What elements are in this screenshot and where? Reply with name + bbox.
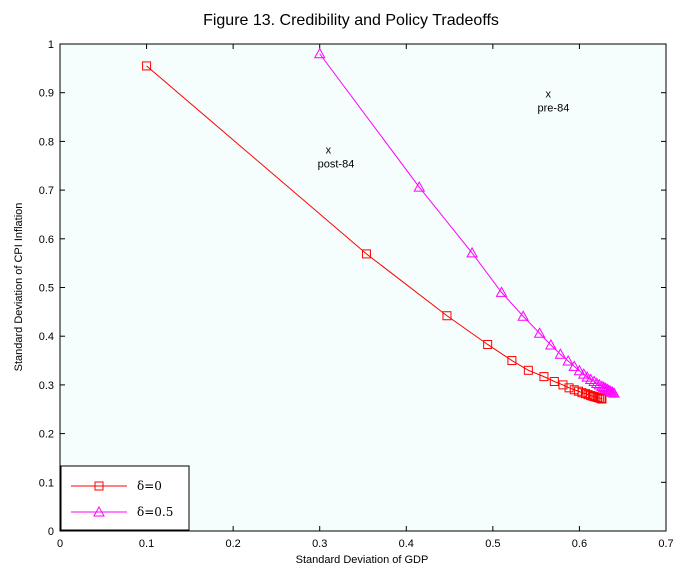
x-tick-label: 0.6 [572,538,587,550]
data-point-square [549,376,559,386]
data-point-triangle [545,338,557,350]
y-tick-label: 0.9 [39,88,54,100]
x-tick-label: 0.1 [139,538,154,550]
data-point-triangle [413,181,426,192]
data-point-triangle [593,378,606,390]
y-tick-label: 0.8 [39,136,54,148]
annotation-label: post-84 [318,158,355,170]
y-tick-label: 0 [48,526,54,538]
x-tick-label: 0.2 [225,538,240,550]
data-point-triangle [466,246,478,258]
x-tick-label: 0.4 [399,538,414,550]
legend-marker [93,505,105,517]
legend-box [60,465,190,531]
data-point-square [523,365,533,375]
data-point-square [442,311,452,321]
annotation-label: pre-84 [538,102,570,114]
y-tick-label: 0.1 [39,477,54,489]
y-axis-label: Standard Deviation of CPI Inflation [13,203,25,372]
x-tick-label: 0.3 [312,538,327,550]
legend-label: δ=0 [137,479,162,493]
data-point-square [558,380,568,390]
data-point-triangle [554,348,567,359]
data-point-square [577,388,587,398]
legend-item: δ=0 [71,479,162,493]
data-point-triangle [573,364,586,376]
data-point-square [574,386,584,396]
data-point-triangle [608,387,620,398]
data-point-square [597,394,607,404]
data-point-triangle [590,377,603,388]
data-point-triangle [606,386,619,397]
data-point-triangle [313,47,326,59]
x-tick-label: 0.5 [485,538,500,550]
legend-label: δ=0.5 [137,505,173,519]
y-tick-label: 0.3 [39,380,54,392]
y-axis-ticks: 0 0.1 0.2 0.3 0.4 0.5 0.6 0.7 0.8 0.9 1 [39,39,666,538]
data-point-square [142,61,152,71]
annotation-marker: x [546,88,552,100]
data-point-triangle [568,360,581,371]
y-tick-label: 0.2 [39,429,54,441]
data-point-square [564,383,574,393]
y-tick-label: 0.7 [39,185,54,197]
x-axis-label: Standard Deviation of GDP [296,554,429,566]
x-tick-label: 0 [57,538,63,550]
series-group [142,47,620,404]
data-point-square [361,249,371,259]
data-point-square [580,389,590,399]
y-tick-label: 0.4 [39,331,54,343]
chart-title: Figure 13. Credibility and Policy Tradeo… [203,12,499,29]
data-point-square [539,372,549,382]
legend-marker [94,481,104,491]
data-point-triangle [533,327,546,338]
data-point-square [507,356,517,366]
legend-item: δ=0.5 [71,505,173,519]
plot-area [59,43,667,532]
annotations: x pre-84 x post-84 [318,88,570,170]
data-point-triangle [495,286,508,297]
data-point-square [483,339,493,349]
series-2 [313,47,620,398]
data-point-triangle [517,310,530,321]
y-tick-label: 0.5 [39,283,54,295]
x-axis-ticks: 0 0.1 0.2 0.3 0.4 0.5 0.6 0.7 [57,44,674,550]
x-tick-label: 0.7 [658,538,673,550]
y-tick-label: 0.6 [39,234,54,246]
legend: δ=0 δ=0.5 [60,465,190,531]
y-tick-label: 1 [48,39,54,51]
data-point-triangle [562,355,575,366]
data-point-triangle [588,375,600,386]
annotation-marker: x [326,144,332,156]
series-1 [142,61,607,404]
